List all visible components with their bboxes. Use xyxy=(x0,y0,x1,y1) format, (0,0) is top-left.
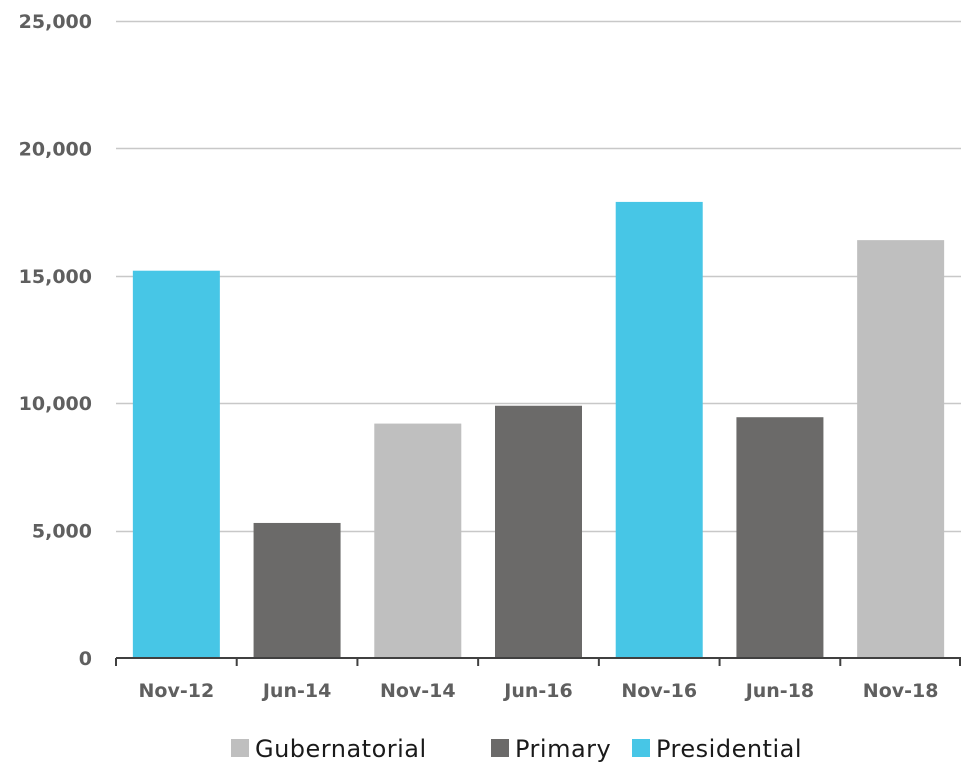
x-tick-label: Jun-14 xyxy=(261,680,331,702)
bar-nov-14 xyxy=(374,423,462,658)
bar-jun-18 xyxy=(736,417,824,658)
x-tick-label: Nov-14 xyxy=(380,680,456,702)
legend-label: Presidential xyxy=(656,735,802,763)
bar-nov-16 xyxy=(615,201,703,658)
legend-swatch xyxy=(491,739,509,757)
y-tick-label: 15,000 xyxy=(19,266,92,288)
x-tick-label: Nov-18 xyxy=(863,680,939,702)
y-tick-label: 5,000 xyxy=(32,521,92,543)
legend-item-gubernatorial: Gubernatorial xyxy=(231,735,427,763)
y-tick-label: 0 xyxy=(79,648,92,670)
legend-swatch xyxy=(632,739,650,757)
legend-label: Gubernatorial xyxy=(255,735,427,763)
legend-swatch xyxy=(231,739,249,757)
bar-jun-16 xyxy=(495,405,582,658)
x-tick-label: Nov-12 xyxy=(139,680,215,702)
y-tick-label: 10,000 xyxy=(19,393,92,415)
y-tick-label: 20,000 xyxy=(19,138,92,160)
bar-jun-14 xyxy=(253,522,341,658)
bar-nov-18 xyxy=(857,240,945,659)
legend: Gubernatorial Primary Presidential xyxy=(231,735,802,763)
x-axis-tick-labels: Nov-12 Jun-14 Nov-14 Jun-16 Nov-16 Jun-18 Nov-… xyxy=(139,680,939,702)
legend-item-primary: Primary xyxy=(491,735,611,763)
x-tick-label: Jun-18 xyxy=(744,680,814,702)
y-axis-tick-labels: 0 5,000 10,000 15,000 20,000 25,000 xyxy=(19,11,92,670)
bar-nov-12 xyxy=(132,270,220,658)
bars xyxy=(132,201,945,659)
x-tick-label: Jun-16 xyxy=(502,680,572,702)
x-tick-label: Nov-16 xyxy=(621,680,697,702)
y-tick-label: 25,000 xyxy=(19,11,92,33)
legend-label: Primary xyxy=(515,735,611,763)
legend-item-presidential: Presidential xyxy=(632,735,802,763)
x-axis xyxy=(115,657,961,666)
